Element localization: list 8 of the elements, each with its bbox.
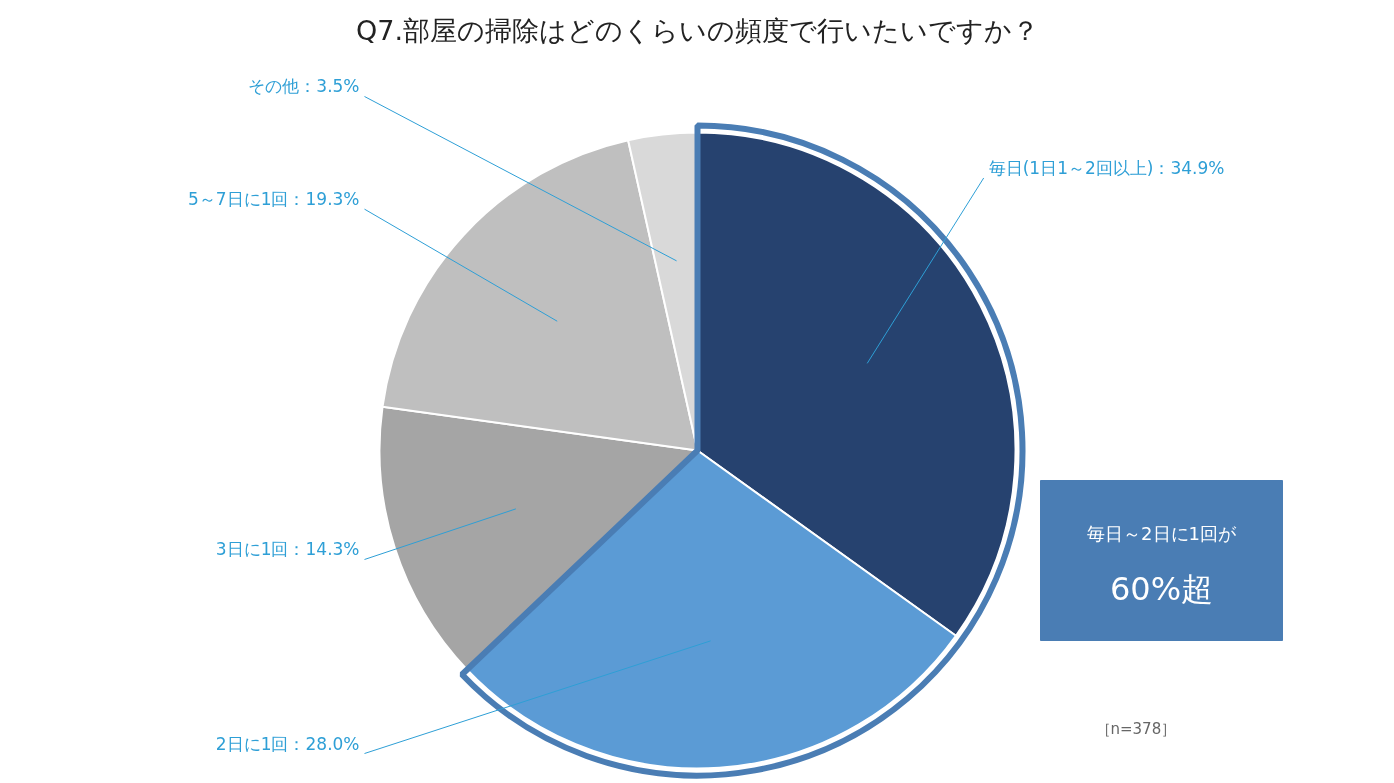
slice-label: 5～7日に1回：19.3% (188, 189, 360, 210)
chart-title: Q7.部屋の掃除はどのくらいの頻度で行いたいですか？ (355, 15, 1040, 46)
slice-label: 毎日(1日1～2回以上)：34.9% (988, 157, 1225, 178)
slice-label: 2日に1回：28.0% (215, 733, 360, 754)
text: 毎日～2日に1回が 60%超 (1087, 523, 1236, 608)
slice-label: 3日に1回：14.3% (215, 539, 360, 560)
text: ［n=378］ (1095, 719, 1177, 738)
slice-label: その他：3.5% (248, 76, 360, 97)
